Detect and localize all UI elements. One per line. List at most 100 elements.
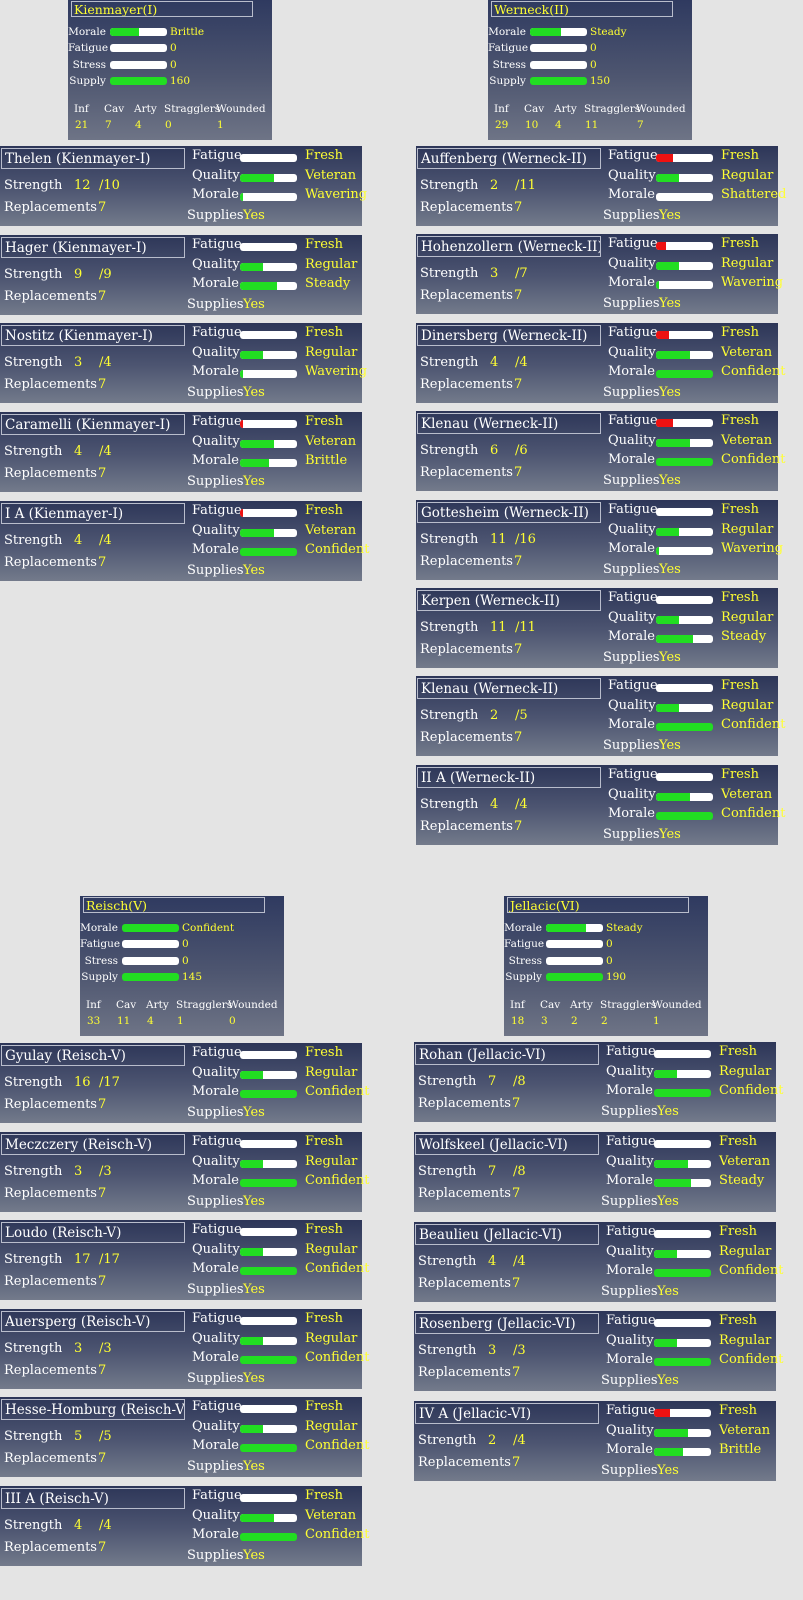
strength-max: /16	[515, 532, 536, 547]
unit-card[interactable]: Kerpen (Werneck-II) Strength 11/11 Replacem…	[416, 588, 778, 668]
corps-morale-label: Morale	[504, 922, 542, 934]
unit-card[interactable]: Beaulieu (Jellacic-VI) Strength 4/4 Replace…	[414, 1222, 783, 1302]
unit-card[interactable]: Dinersberg (Werneck-II) Strength 4/4 Replac…	[416, 323, 785, 403]
supplies-label: Supplies	[601, 1284, 658, 1299]
supplies-value: Yes	[657, 1194, 679, 1209]
unit-card[interactable]: Gottesheim (Werneck-II) Strength 11/16 Repl…	[416, 500, 783, 580]
corps-stats-values: 33 11 4 1 0	[80, 1013, 284, 1029]
supplies-value: Yes	[659, 208, 681, 223]
corps-cav-value: 11	[117, 1015, 131, 1027]
unit-card[interactable]: Nostitz (Kienmayer-I) Strength 3/4 Replacem…	[0, 323, 367, 403]
corps-panel[interactable]: Werneck(II) Morale Steady Fatigue 0 Stress 0 Su…	[488, 0, 692, 140]
corps-panel[interactable]: Reisch(V) Morale Confident Fatigue 0 Stress 0 S…	[80, 896, 284, 1036]
quality-value: Veteran	[721, 345, 773, 360]
morale-label: Morale	[192, 187, 239, 202]
unit-card[interactable]: Wolfskeel (Jellacic-VI) Strength 7/8 Replac…	[414, 1132, 776, 1212]
quality-bar-fill	[654, 1339, 677, 1347]
replacements-value: 7	[98, 555, 107, 570]
quality-bar	[240, 1425, 297, 1433]
replacements-label: Replacements	[4, 1097, 97, 1112]
unit-card[interactable]: Rosenberg (Jellacic-VI) Strength 3/3 Replac…	[414, 1311, 783, 1391]
morale-bar-fill	[240, 1179, 297, 1187]
unit-card[interactable]: Gyulay (Reisch-V) Strength 16/17 Replacemen…	[0, 1043, 369, 1123]
corps-wounded-label: Wounded	[228, 999, 278, 1011]
supplies-value: Yes	[243, 1371, 265, 1386]
strength-max: /6	[515, 443, 528, 458]
morale-label: Morale	[192, 1084, 239, 1099]
strength-value: 11	[490, 532, 507, 547]
replacements-value: 7	[512, 1365, 521, 1380]
fatigue-bar	[654, 1050, 711, 1058]
corps-wounded-value: 7	[637, 119, 644, 131]
supplies-value: Yes	[243, 208, 265, 223]
fatigue-bar-fill	[240, 509, 244, 517]
strength-value: 11	[490, 620, 507, 635]
unit-card[interactable]: Meczczery (Reisch-V) Strength 3/3 Replaceme…	[0, 1132, 369, 1212]
unit-name: I A (Kienmayer-I)	[1, 503, 185, 524]
unit-name: Wolfskeel (Jellacic-VI)	[415, 1134, 599, 1155]
unit-card[interactable]: Caramelli (Kienmayer-I) Strength 4/4 Replac…	[0, 412, 362, 492]
quality-bar	[240, 351, 297, 359]
unit-card[interactable]: Auersperg (Reisch-V) Strength 3/3 Replaceme…	[0, 1309, 369, 1389]
corps-stress-value: 0	[590, 58, 597, 71]
corps-supply-label: Supply	[505, 970, 542, 983]
quality-label: Quality	[192, 1242, 240, 1257]
strength-value: 16	[74, 1075, 91, 1090]
corps-panel[interactable]: Kienmayer(I) Morale Brittle Fatigue 0 Stress 0…	[68, 0, 272, 140]
morale-bar-fill	[656, 281, 659, 289]
supplies-label: Supplies	[603, 296, 660, 311]
morale-value: Confident	[719, 1083, 784, 1098]
quality-label: Quality	[192, 1065, 240, 1080]
unit-card[interactable]: Loudo (Reisch-V) Strength 17/17 Replacement…	[0, 1220, 369, 1300]
unit-card[interactable]: Klenau (Werneck-II) Strength 2/5 Replacemen…	[416, 676, 785, 756]
unit-card[interactable]: Rohan (Jellacic-VI) Strength 7/8 Replacemen…	[414, 1042, 783, 1122]
morale-bar	[240, 548, 297, 556]
unit-card[interactable]: II A (Werneck-II) Strength 4/4 Replacements…	[416, 765, 785, 845]
quality-bar	[656, 174, 713, 182]
fatigue-bar	[656, 154, 713, 162]
strength-value: 4	[488, 1254, 497, 1269]
corps-inf-label: Inf	[494, 103, 509, 115]
strength-max: /11	[515, 620, 536, 635]
corps-inf-value: 21	[75, 119, 89, 131]
strength-value: 4	[74, 444, 83, 459]
strength-label: Strength	[4, 1341, 63, 1356]
unit-card[interactable]: Hesse-Homburg (Reisch-V) Strength 5/5 Repla…	[0, 1397, 369, 1477]
quality-label: Quality	[192, 257, 240, 272]
quality-value: Regular	[721, 522, 774, 537]
unit-card[interactable]: III A (Reisch-V) Strength 4/4 Replacements 7…	[0, 1486, 369, 1566]
strength-max: /4	[513, 1254, 526, 1269]
fatigue-label: Fatigue	[608, 767, 658, 782]
unit-card[interactable]: Hohenzollern (Werneck-II) Strength 3/7 Repl…	[416, 234, 783, 314]
supplies-label: Supplies	[187, 1282, 244, 1297]
unit-card[interactable]: Klenau (Werneck-II) Strength 6/6 Replacemen…	[416, 411, 785, 491]
quality-label: Quality	[192, 1508, 240, 1523]
corps-arty-value: 4	[147, 1015, 154, 1027]
fatigue-bar	[654, 1140, 711, 1148]
unit-card[interactable]: Hager (Kienmayer-I) Strength 9/9 Replacemen…	[0, 235, 362, 315]
replacements-label: Replacements	[4, 289, 97, 304]
unit-card[interactable]: Thelen (Kienmayer-I) Strength 12/10 Replace…	[0, 146, 367, 226]
morale-label: Morale	[606, 1352, 653, 1367]
corps-fatigue-label: Fatigue	[80, 938, 121, 951]
unit-name: Rohan (Jellacic-VI)	[415, 1044, 599, 1065]
quality-value: Regular	[721, 256, 774, 271]
supplies-value: Yes	[243, 1459, 265, 1474]
morale-value: Brittle	[719, 1442, 762, 1457]
morale-bar	[240, 1267, 297, 1275]
replacements-label: Replacements	[4, 1186, 97, 1201]
morale-bar-fill	[654, 1089, 711, 1097]
supplies-value: Yes	[659, 650, 681, 665]
corps-stress-row: Stress 0	[488, 57, 692, 73]
quality-label: Quality	[608, 433, 656, 448]
corps-panel[interactable]: Jellacic(VI) Morale Steady Fatigue 0 Stress 0 S…	[504, 896, 708, 1036]
supplies-value: Yes	[659, 738, 681, 753]
unit-card[interactable]: I A (Kienmayer-I) Strength 4/4 Replacements…	[0, 501, 369, 581]
replacements-value: 7	[512, 1096, 521, 1111]
corps-stats-header: Inf Cav Arty Stragglers Wounded	[80, 997, 284, 1013]
quality-value: Veteran	[719, 1423, 771, 1438]
quality-bar	[656, 616, 713, 624]
corps-wounded-label: Wounded	[216, 103, 266, 115]
unit-card[interactable]: IV A (Jellacic-VI) Strength 2/4 Replacement…	[414, 1401, 776, 1481]
unit-card[interactable]: Auffenberg (Werneck-II) Strength 2/11 Repla…	[416, 146, 786, 226]
